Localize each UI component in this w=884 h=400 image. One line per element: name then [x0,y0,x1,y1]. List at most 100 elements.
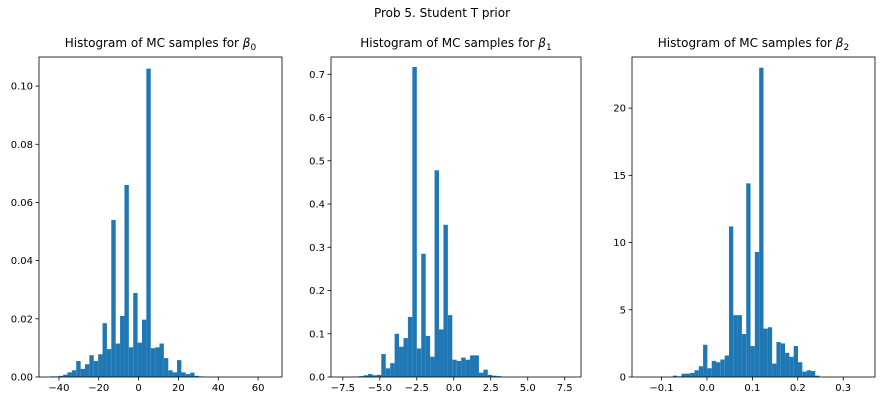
histogram-bar [716,362,721,377]
y-tick-label: 0.00 [11,373,33,384]
histogram-bar [159,343,164,377]
bars [49,68,204,377]
title-subscript: 0 [250,43,256,53]
histogram-bar [767,327,773,377]
histogram-bar [120,315,125,377]
y-tick-label: 0.06 [11,198,33,209]
histogram-bar [483,369,488,377]
x-tick-label: 5.0 [520,383,536,394]
histogram-bar [465,359,471,377]
histogram-bar [168,370,173,377]
histogram-bar [412,66,417,377]
histogram-bar [487,374,493,377]
histogram-bar [728,226,734,377]
histogram-bar [407,316,413,377]
x-tick-label: −2.5 [405,383,429,394]
title-text: Histogram of MC samples for [658,36,836,50]
y-tick-label: 0.0 [309,373,325,384]
x-tick-label: 0.3 [835,383,851,394]
histogram-bar [793,346,799,377]
histogram-bar [754,251,760,377]
histogram-bar [185,374,191,377]
y-tick-label: 0.04 [11,256,33,267]
x-tick-label: 0.1 [744,383,760,394]
histogram-bar [707,368,712,377]
axes-frame [330,56,582,378]
histogram-bar [720,359,725,377]
y-tick-label: 0.02 [11,314,33,325]
title-symbol: β [835,36,844,50]
axes-frame [38,56,283,378]
x-tick-label: 2.5 [483,383,499,394]
histogram-bar [359,376,364,377]
histogram-bar [394,333,400,377]
histogram-bar [390,363,395,377]
title-symbol: β [242,36,251,50]
histogram-bar [802,371,807,377]
y-tick-label: 0.4 [309,200,325,211]
histogram-bar [447,315,453,377]
histogram-bar [163,358,169,377]
x-tick-label: 60 [252,383,265,394]
x-tick-label: 0.2 [790,383,806,394]
histogram-bar [111,219,116,377]
histogram-bar [385,368,391,377]
histogram-bar [124,185,129,377]
histogram-bar [438,329,444,377]
histogram-bar [430,356,435,377]
title-text: Histogram of MC samples for [65,36,243,50]
y-tick-label: 0 [620,373,626,384]
bars [350,66,502,377]
histogram-bar [376,374,382,377]
histogram-bar [685,373,691,377]
histogram-bar [98,354,103,377]
histogram-bar [399,346,404,377]
x-tick-label: 0.0 [446,383,462,394]
histogram-bar [93,361,99,377]
histogram-bar [806,370,811,377]
histogram-bar [780,343,786,377]
x-tick-label: −40 [48,383,69,394]
histogram-bar [146,68,151,377]
x-tick-label: 20 [172,383,185,394]
histogram-bar [181,372,186,377]
histogram-bar [789,356,794,377]
histogram-bar [776,342,781,377]
histogram-bar [750,346,755,377]
histogram-bar [759,67,764,377]
histogram-bar [443,224,448,377]
histogram-bar [381,354,386,377]
x-tick-label: 0.0 [699,383,715,394]
histogram-bar [785,352,790,377]
histogram-bar [363,375,368,377]
histogram-bar [416,348,422,377]
histogram-bar [177,360,182,377]
x-tick-label: −0.1 [649,383,673,394]
histogram-bar [141,319,147,377]
histogram-bar [89,355,94,377]
histogram-bar [133,292,138,377]
x-tick-label: 7.5 [557,383,573,394]
subplot-title: Histogram of MC samples for β0 [65,36,257,53]
histogram-bar [367,373,373,377]
histogram-bar [810,370,816,377]
histogram-bar [478,372,484,377]
y-tick-label: 0.5 [309,156,325,167]
title-subscript: 1 [546,43,552,53]
figure-suptitle: Prob 5. Student T prior [374,6,510,20]
histogram-bar [452,359,457,377]
y-tick-label: 0.10 [11,82,33,93]
histogram-bar [470,355,475,377]
histogram-bar [85,364,90,377]
x-tick-label: 40 [212,383,225,394]
y-tick-label: 0.3 [309,243,325,254]
axes-frame [631,56,876,378]
x-tick-label: −7.5 [331,383,355,394]
title-text: Histogram of MC samples for [360,36,538,50]
histogram-bar [80,368,86,377]
histogram-bar [434,170,439,377]
histogram-bar [741,333,747,377]
subplot-title: Histogram of MC samples for β1 [360,36,551,53]
histogram-bar [746,183,751,377]
